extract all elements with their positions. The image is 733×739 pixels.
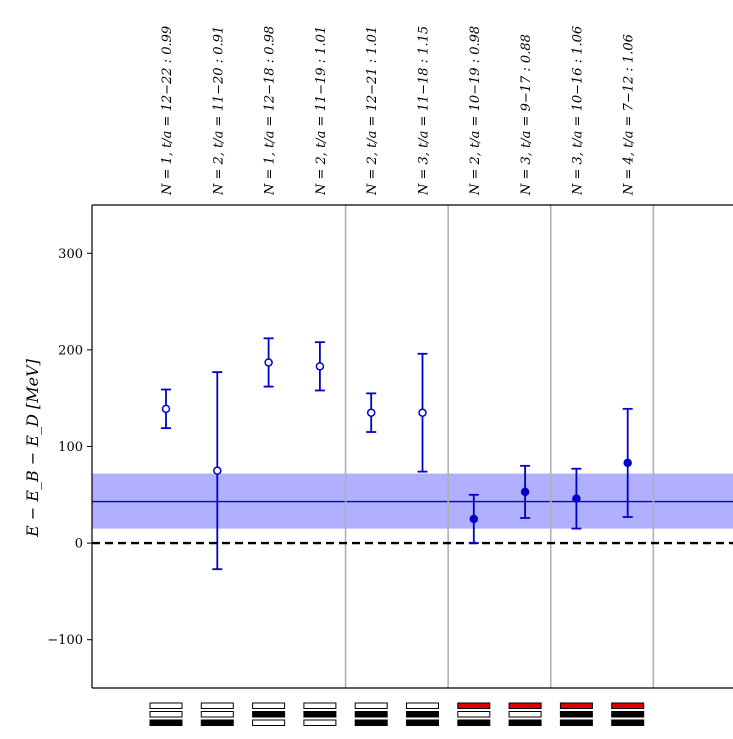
fit-label: N = 4, t/a = 7−12 : 1.06 <box>622 34 637 196</box>
marker-open <box>213 466 222 475</box>
operator-indicator <box>508 702 542 726</box>
operator-indicator <box>354 702 388 726</box>
indicator-bar-white <box>200 702 234 709</box>
indicator-bar-white <box>303 702 337 709</box>
indicator-bar-white <box>508 711 542 718</box>
operator-indicator <box>457 702 491 726</box>
operator-indicator <box>149 702 183 726</box>
indicator-bar-black <box>354 711 388 718</box>
data-point <box>212 371 223 571</box>
indicator-bar-red <box>559 702 593 709</box>
indicator-bar-red <box>508 702 542 709</box>
y-axis-label: E − E_B − E_D [MeV] <box>23 358 42 538</box>
marker-open <box>418 408 427 417</box>
indicator-bar-white <box>457 711 491 718</box>
fit-label: N = 1, t/a = 12−18 : 0.98 <box>263 26 278 196</box>
fit-label: N = 2, t/a = 10−19 : 0.98 <box>468 26 483 196</box>
fit-labels: N = 1, t/a = 12−22 : 0.99 N = 2, t/a = 11… <box>160 26 637 196</box>
marker-open <box>315 362 325 371</box>
data-point <box>263 337 274 388</box>
fit-label: N = 2, t/a = 11−20 : 0.91 <box>211 26 226 196</box>
indicator-bar-white <box>406 702 439 709</box>
indicator-bar-black <box>559 711 593 718</box>
operator-indicators <box>149 702 645 726</box>
indicator-bar-white <box>149 702 183 709</box>
y-tick-label: −100 <box>47 633 83 648</box>
marker-filled <box>469 514 479 524</box>
operator-indicator <box>303 702 337 726</box>
data-point <box>468 493 479 544</box>
indicator-bar-black <box>252 711 286 718</box>
marker-filled <box>520 487 530 497</box>
y-tick-label: 100 <box>58 440 83 455</box>
fit-label: N = 2, t/a = 12−21 : 1.01 <box>365 26 380 196</box>
indicator-bar-black <box>303 711 337 718</box>
fit-label: N = 3, t/a = 11−18 : 1.15 <box>417 26 432 196</box>
data-point <box>161 388 171 430</box>
indicator-bar-black <box>406 711 439 718</box>
y-tick-label: 300 <box>58 247 83 262</box>
indicator-bar-black <box>457 719 491 726</box>
fit-label: N = 1, t/a = 12−22 : 0.99 <box>160 26 175 196</box>
indicator-bar-black <box>149 719 183 726</box>
y-tick-label: 0 <box>75 537 83 552</box>
plot-frame <box>91 204 733 689</box>
data-point <box>622 407 633 518</box>
indicator-bar-red <box>457 702 491 709</box>
indicator-bar-white <box>149 711 183 718</box>
indicator-bar-black <box>559 719 593 726</box>
indicator-bar-black <box>406 719 439 726</box>
operator-indicator <box>406 702 439 726</box>
indicator-bar-white <box>252 702 286 709</box>
operator-indicator <box>200 702 234 726</box>
indicator-bar-white <box>354 702 388 709</box>
operator-indicator <box>252 702 286 726</box>
data-point <box>417 352 428 473</box>
indicator-bar-black <box>611 719 645 726</box>
indicator-bar-white <box>200 711 234 718</box>
data-points <box>161 337 633 571</box>
indicator-bar-white <box>303 719 337 726</box>
data-point <box>314 341 325 392</box>
fit-band <box>92 473 733 529</box>
marker-filled <box>623 458 632 468</box>
marker-filled <box>572 494 581 503</box>
indicator-bar-red <box>611 702 645 709</box>
data-point <box>571 467 582 530</box>
indicator-bar-black <box>611 711 645 718</box>
marker-open <box>264 358 273 367</box>
operator-indicator <box>559 702 593 726</box>
indicator-bar-black <box>508 719 542 726</box>
y-tick-label: 200 <box>58 343 83 358</box>
marker-open <box>366 408 376 417</box>
fit-label: N = 3, t/a = 9−17 : 0.88 <box>519 34 534 196</box>
data-point <box>520 464 531 519</box>
operator-indicator <box>611 702 645 726</box>
group-separators <box>344 205 655 688</box>
data-point <box>366 392 377 433</box>
indicator-bar-black <box>354 719 388 726</box>
fit-label: N = 3, t/a = 10−16 : 1.06 <box>570 26 585 196</box>
fit-label: N = 2, t/a = 11−19 : 1.01 <box>314 26 329 196</box>
y-axis: −100 0 100 200 300 <box>47 247 92 648</box>
indicator-bar-black <box>200 719 234 726</box>
indicator-bar-white <box>252 719 286 726</box>
marker-open <box>161 404 171 414</box>
